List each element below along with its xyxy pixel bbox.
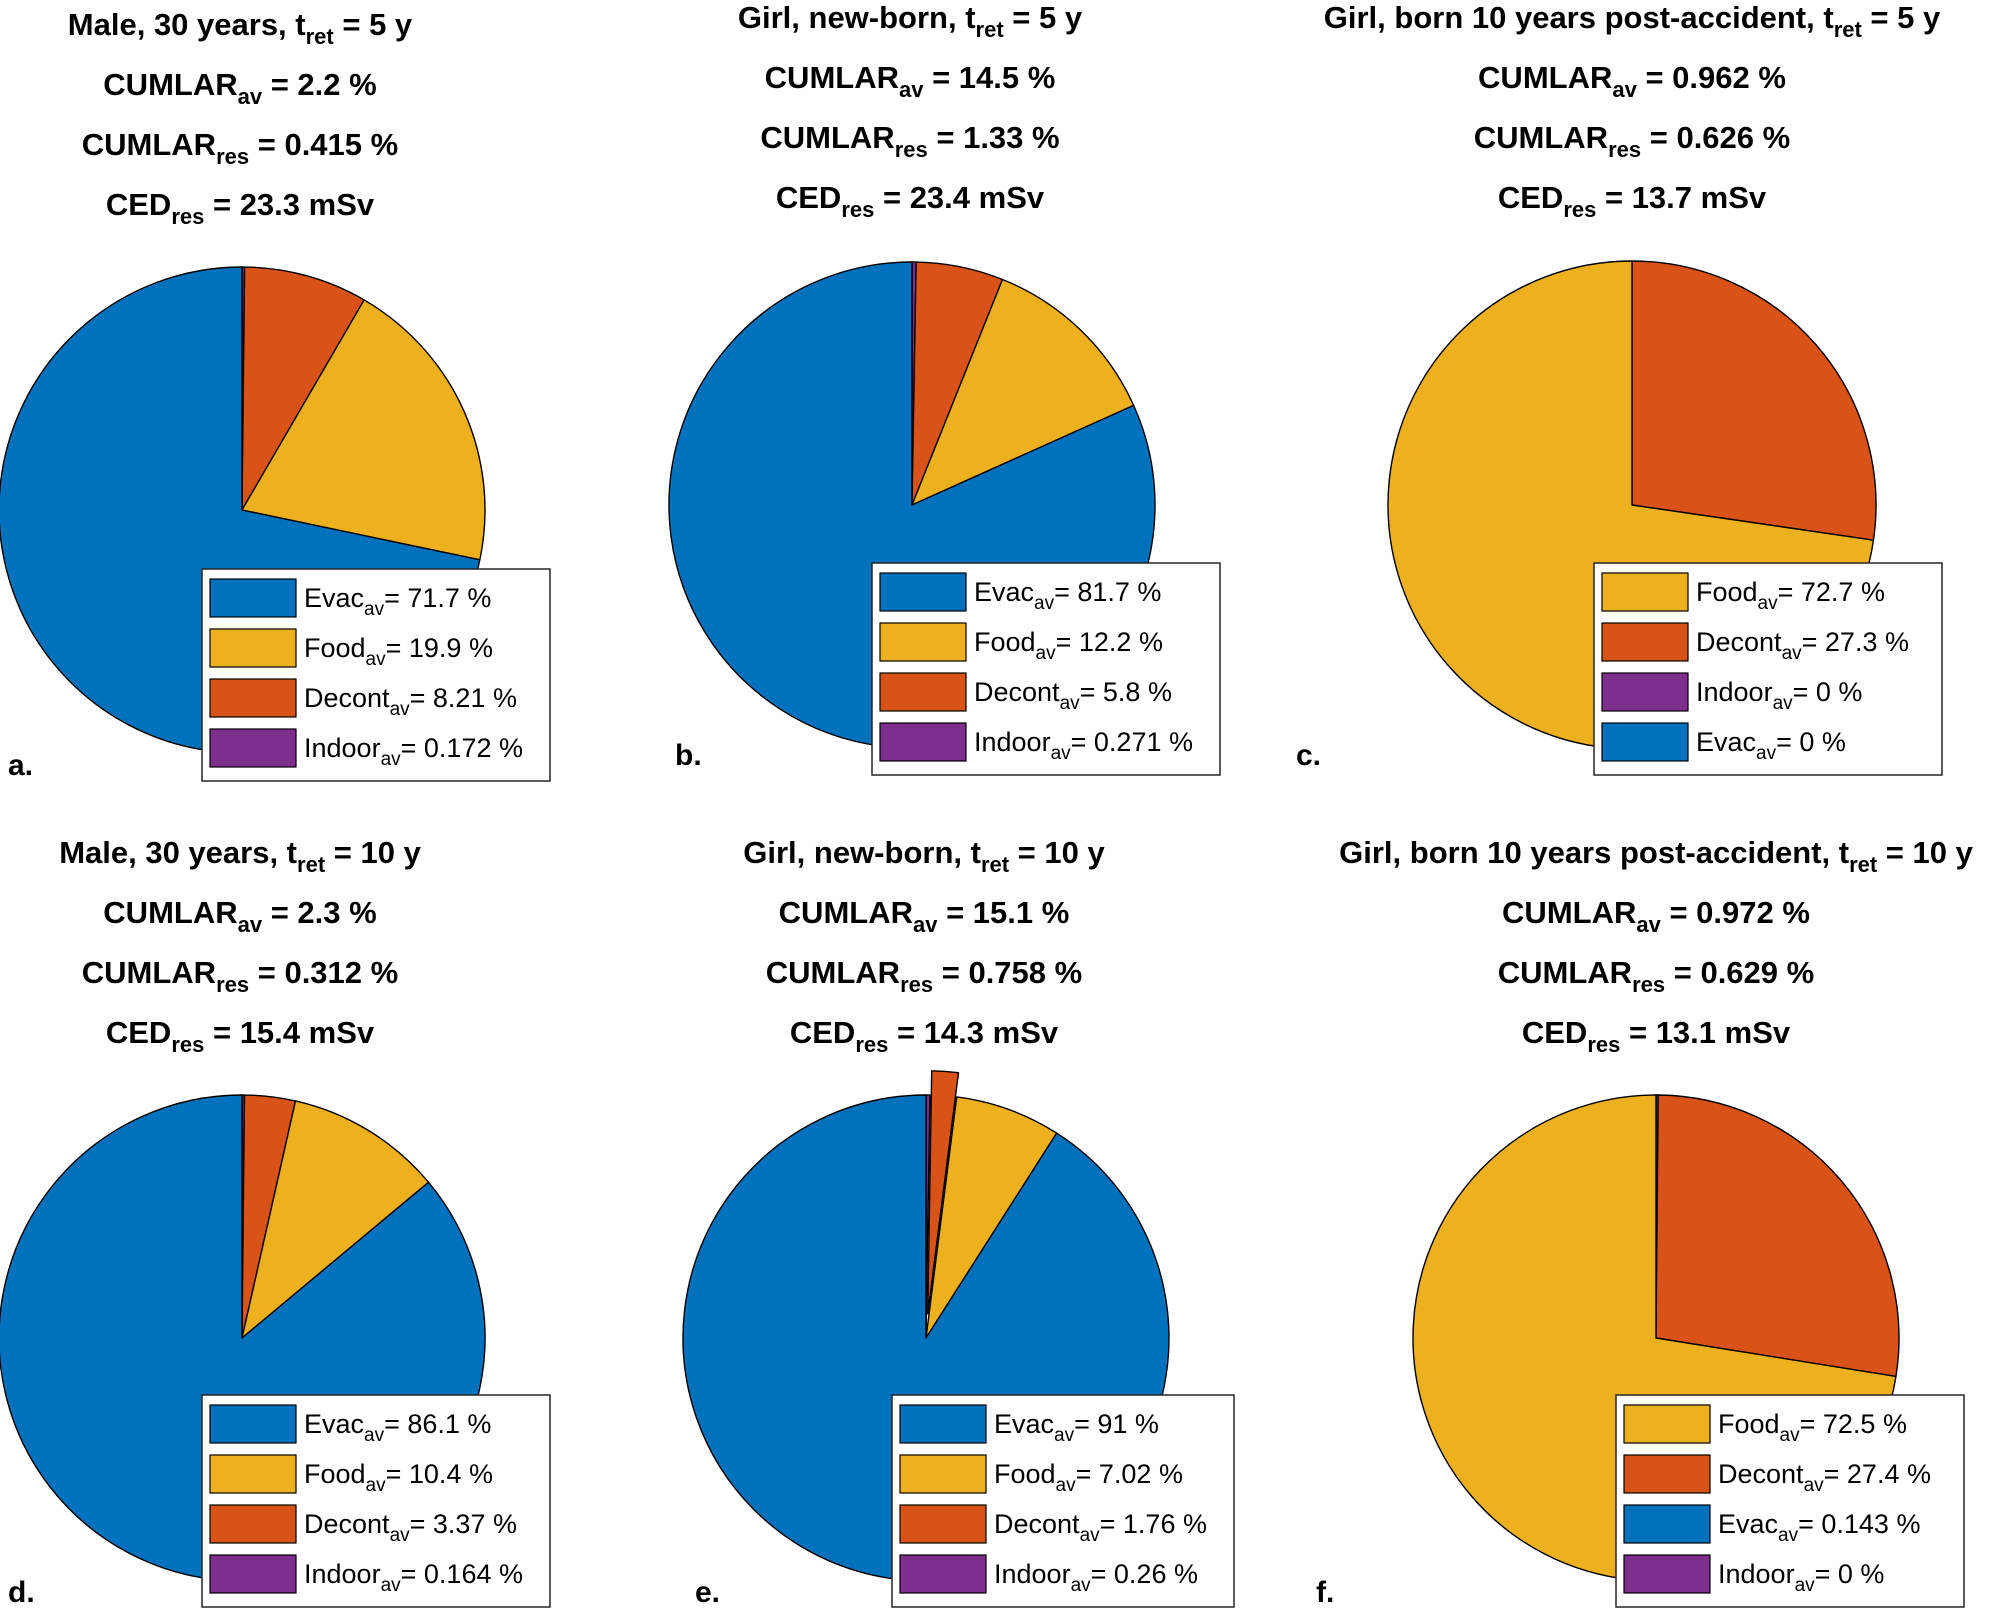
legend-swatch bbox=[900, 1555, 986, 1593]
legend-swatch bbox=[210, 629, 296, 667]
legend: Foodav= 72.5 %Decontav= 27.4 %Evacav= 0.… bbox=[1616, 1395, 1964, 1607]
panel-title: Girl, new-born, tret = 10 y bbox=[743, 835, 1105, 877]
panel-title: Girl, born 10 years post-accident, tret … bbox=[1339, 835, 1973, 877]
stat-line: CUMLARav = 2.2 % bbox=[103, 67, 376, 109]
pie-panel-0: Male, 30 years, tret = 5 y CUMLARav = 2.2… bbox=[0, 7, 550, 782]
legend-swatch bbox=[1602, 623, 1688, 661]
stat-line: CEDres = 13.7 mSv bbox=[1498, 180, 1767, 222]
stat-line: CUMLARav = 0.972 % bbox=[1502, 895, 1810, 937]
panel-label: d. bbox=[8, 1576, 35, 1609]
stat-line: CUMLARres = 0.626 % bbox=[1474, 120, 1790, 162]
legend-swatch bbox=[1602, 723, 1688, 761]
pie-slice-decont bbox=[1632, 261, 1876, 540]
legend-swatch bbox=[1624, 1505, 1710, 1543]
stat-line: CUMLARres = 1.33 % bbox=[760, 120, 1059, 162]
panel-label: f. bbox=[1316, 1576, 1334, 1609]
stat-line: CUMLARav = 15.1 % bbox=[779, 895, 1070, 937]
stat-line: CUMLARres = 0.312 % bbox=[82, 955, 398, 997]
legend: Foodav= 72.7 %Decontav= 27.3 %Indoorav= … bbox=[1594, 563, 1942, 775]
pie-panel-2: Girl, born 10 years post-accident, tret … bbox=[1296, 0, 1942, 775]
legend-swatch bbox=[900, 1455, 986, 1493]
legend-swatch bbox=[880, 723, 966, 761]
panel-label: c. bbox=[1296, 739, 1321, 772]
panel-label: b. bbox=[675, 739, 702, 772]
legend-swatch bbox=[880, 673, 966, 711]
legend-swatch bbox=[900, 1405, 986, 1443]
legend-swatch bbox=[1624, 1405, 1710, 1443]
pie-panel-3: Male, 30 years, tret = 10 y CUMLARav = 2.… bbox=[0, 835, 550, 1609]
stat-line: CUMLARav = 0.962 % bbox=[1478, 60, 1786, 102]
legend-swatch bbox=[900, 1505, 986, 1543]
panel-title: Male, 30 years, tret = 10 y bbox=[59, 835, 421, 877]
legend-swatch bbox=[210, 1555, 296, 1593]
legend-swatch bbox=[210, 1455, 296, 1493]
legend-swatch bbox=[880, 573, 966, 611]
legend-swatch bbox=[210, 679, 296, 717]
panel-label: a. bbox=[8, 749, 33, 782]
legend-swatch bbox=[1602, 673, 1688, 711]
stat-line: CUMLARres = 0.629 % bbox=[1498, 955, 1814, 997]
stat-line: CEDres = 14.3 mSv bbox=[790, 1015, 1059, 1057]
panel-title: Male, 30 years, tret = 5 y bbox=[68, 7, 413, 49]
pie-panel-1: Girl, new-born, tret = 5 y CUMLARav = 14.… bbox=[669, 0, 1220, 775]
stat-line: CUMLARav = 14.5 % bbox=[765, 60, 1056, 102]
legend-swatch bbox=[210, 579, 296, 617]
legend-swatch bbox=[1602, 573, 1688, 611]
legend-swatch bbox=[880, 623, 966, 661]
panel-label: e. bbox=[695, 1576, 720, 1609]
legend: Evacav= 71.7 %Foodav= 19.9 %Decontav= 8.… bbox=[202, 569, 550, 781]
panel-title: Girl, new-born, tret = 5 y bbox=[738, 0, 1083, 42]
stat-line: CEDres = 23.4 mSv bbox=[776, 180, 1045, 222]
stat-line: CUMLARres = 0.758 % bbox=[766, 955, 1082, 997]
pie-panel-5: Girl, born 10 years post-accident, tret … bbox=[1316, 835, 1974, 1609]
panel-title: Girl, born 10 years post-accident, tret … bbox=[1324, 0, 1941, 42]
legend: Evacav= 91 %Foodav= 7.02 %Decontav= 1.76… bbox=[892, 1395, 1234, 1607]
legend-swatch bbox=[1624, 1455, 1710, 1493]
pie-slice-decont bbox=[1656, 1095, 1899, 1376]
legend: Evacav= 86.1 %Foodav= 10.4 %Decontav= 3.… bbox=[202, 1395, 550, 1607]
legend: Evacav= 81.7 %Foodav= 12.2 %Decontav= 5.… bbox=[872, 563, 1220, 775]
stat-line: CEDres = 23.3 mSv bbox=[106, 187, 375, 229]
stat-line: CUMLARav = 2.3 % bbox=[103, 895, 376, 937]
figure-canvas: Male, 30 years, tret = 5 y CUMLARav = 2.2… bbox=[0, 0, 2008, 1609]
stat-line: CEDres = 13.1 mSv bbox=[1522, 1015, 1791, 1057]
legend-swatch bbox=[210, 1405, 296, 1443]
legend-swatch bbox=[210, 1505, 296, 1543]
stat-line: CUMLARres = 0.415 % bbox=[82, 127, 398, 169]
legend-swatch bbox=[1624, 1555, 1710, 1593]
pie-panel-4: Girl, new-born, tret = 10 y CUMLARav = 15… bbox=[683, 835, 1234, 1609]
stat-line: CEDres = 15.4 mSv bbox=[106, 1015, 375, 1057]
legend-swatch bbox=[210, 729, 296, 767]
